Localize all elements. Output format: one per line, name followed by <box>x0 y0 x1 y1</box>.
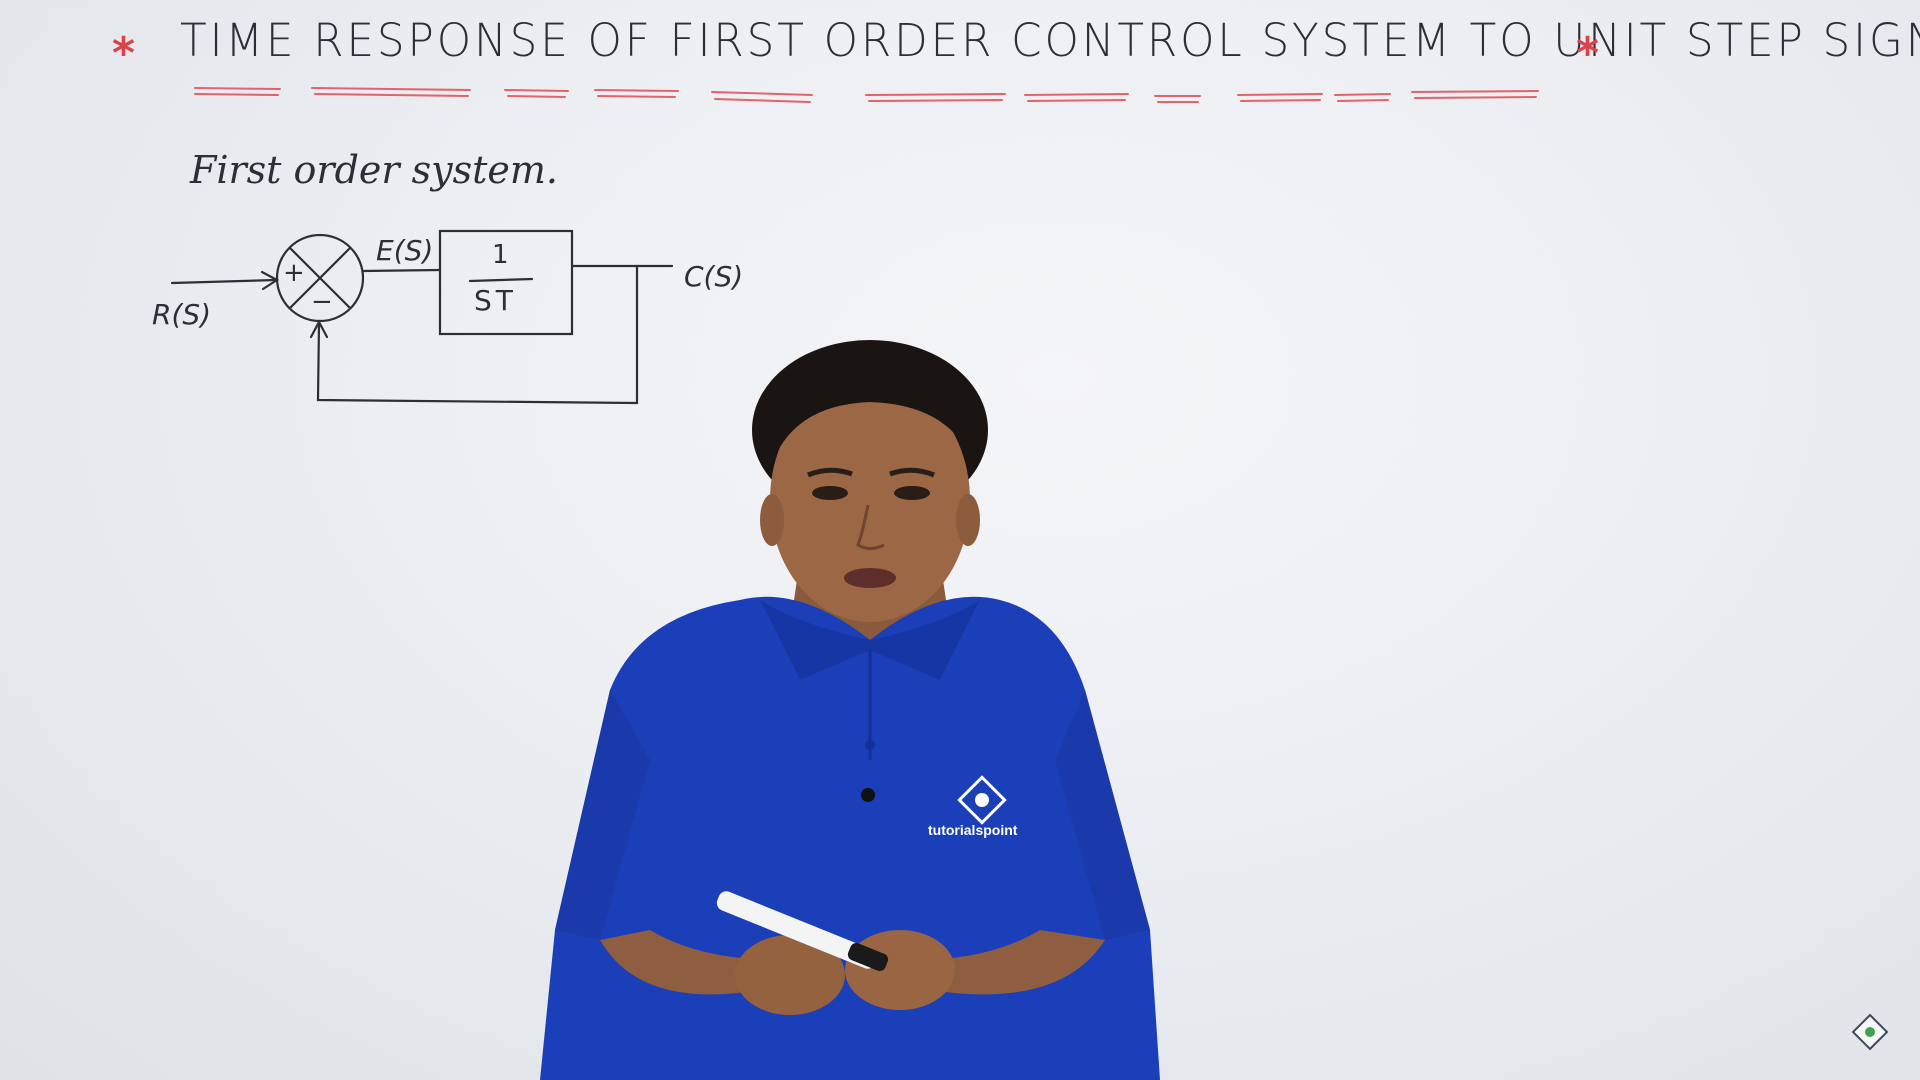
plus-sign: + <box>283 258 305 288</box>
minus-sign: − <box>311 287 333 317</box>
block-denominator: ST <box>474 284 517 317</box>
block-numerator: 1 <box>492 240 509 270</box>
summing-junction <box>275 233 365 323</box>
shirt-logo-text: tutorialspoint <box>928 822 1018 838</box>
error-line <box>361 268 442 273</box>
input-label: R(S) <box>152 298 212 331</box>
output-label: C(S) <box>684 260 744 293</box>
error-label: E(S) <box>376 234 434 267</box>
title-star-right: * <box>1576 28 1600 79</box>
input-arrow <box>170 278 278 285</box>
board-subtitle: First order system. <box>190 148 558 192</box>
channel-logo-icon <box>1851 1013 1889 1051</box>
transfer-block <box>438 229 574 336</box>
title-star-left: * <box>112 28 136 79</box>
feedback-path <box>316 264 639 405</box>
